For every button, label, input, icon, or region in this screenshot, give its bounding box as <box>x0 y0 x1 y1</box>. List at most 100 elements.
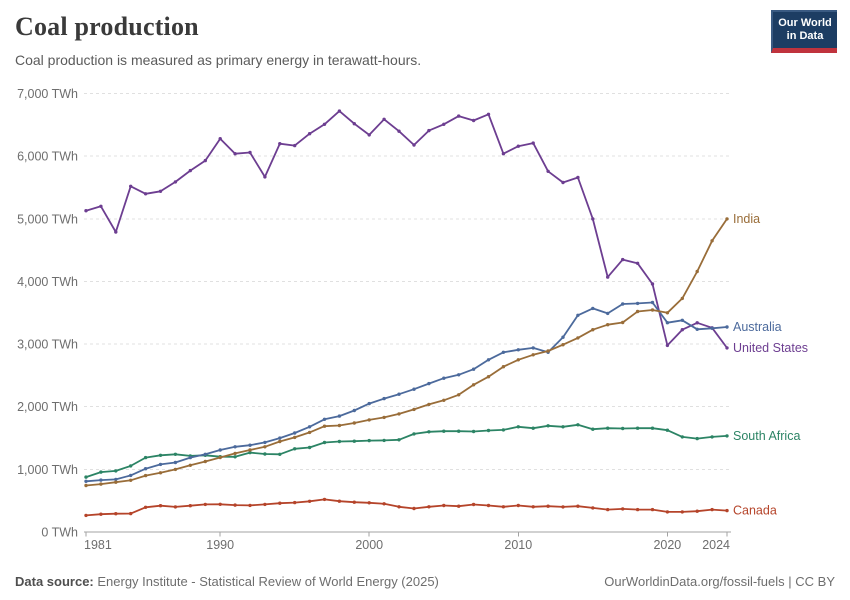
series-point-india[interactable] <box>621 320 625 325</box>
series-point-united-states[interactable] <box>99 204 103 208</box>
series-point-australia[interactable] <box>591 306 595 311</box>
series-point-india[interactable] <box>635 309 640 314</box>
series-point-india[interactable] <box>352 421 356 425</box>
series-point-australia[interactable] <box>621 302 625 306</box>
series-point-australia[interactable] <box>173 460 178 465</box>
series-point-united-states[interactable] <box>382 117 386 122</box>
series-point-india[interactable] <box>173 467 178 472</box>
series-line-australia[interactable] <box>85 301 728 483</box>
series-point-india[interactable] <box>188 463 192 467</box>
series-point-australia[interactable] <box>471 367 476 371</box>
series-point-india[interactable] <box>203 459 207 464</box>
series-point-south-africa[interactable] <box>606 426 610 430</box>
series-point-india[interactable] <box>486 375 491 379</box>
series-point-australia[interactable] <box>322 417 327 421</box>
series-point-canada[interactable] <box>143 505 148 509</box>
series-point-india[interactable] <box>129 478 133 482</box>
series-point-india[interactable] <box>397 412 401 416</box>
series-point-canada[interactable] <box>129 511 133 516</box>
series-point-india[interactable] <box>665 311 670 315</box>
series-point-united-states[interactable] <box>129 184 133 188</box>
series-point-south-africa[interactable] <box>158 453 163 457</box>
owid-logo[interactable]: Our World in Data <box>771 10 837 53</box>
series-point-india[interactable] <box>442 398 446 402</box>
series-point-united-states[interactable] <box>725 346 729 350</box>
series-point-south-africa[interactable] <box>114 469 118 473</box>
series-point-south-africa[interactable] <box>442 429 446 433</box>
series-point-canada[interactable] <box>710 507 714 512</box>
series-point-united-states[interactable] <box>561 180 565 185</box>
series-point-canada[interactable] <box>561 505 565 509</box>
series-point-united-states[interactable] <box>621 257 625 262</box>
series-point-canada[interactable] <box>516 503 520 508</box>
series-point-australia[interactable] <box>635 301 640 306</box>
series-point-canada[interactable] <box>427 505 431 509</box>
series-point-united-states[interactable] <box>233 152 237 156</box>
series-point-india[interactable] <box>546 349 550 353</box>
series-point-australia[interactable] <box>427 381 431 386</box>
series-point-australia[interactable] <box>501 350 506 354</box>
series-point-south-africa[interactable] <box>337 439 342 444</box>
series-point-united-states[interactable] <box>158 189 163 193</box>
series-point-canada[interactable] <box>188 504 192 508</box>
series-point-india[interactable] <box>99 482 103 486</box>
series-point-united-states[interactable] <box>188 168 192 173</box>
series-point-canada[interactable] <box>367 501 371 505</box>
series-point-india[interactable] <box>710 239 714 243</box>
series-point-australia[interactable] <box>248 443 252 447</box>
series-point-united-states[interactable] <box>248 150 252 155</box>
series-point-south-africa[interactable] <box>516 425 520 429</box>
series-point-united-states[interactable] <box>352 122 356 126</box>
series-point-south-africa[interactable] <box>412 432 416 436</box>
series-point-india[interactable] <box>278 439 282 444</box>
series-point-united-states[interactable] <box>501 152 506 156</box>
series-point-south-africa[interactable] <box>457 429 461 433</box>
series-point-india[interactable] <box>501 365 506 369</box>
series-point-south-africa[interactable] <box>307 445 312 450</box>
series-point-india[interactable] <box>248 448 252 452</box>
series-point-india[interactable] <box>516 358 520 362</box>
series-point-united-states[interactable] <box>516 144 520 148</box>
series-line-india[interactable] <box>85 217 728 487</box>
series-point-united-states[interactable] <box>143 192 148 196</box>
series-point-south-africa[interactable] <box>635 426 640 430</box>
series-point-united-states[interactable] <box>427 128 431 133</box>
series-point-india[interactable] <box>293 435 297 440</box>
series-point-united-states[interactable] <box>337 109 342 113</box>
series-point-united-states[interactable] <box>307 132 312 136</box>
series-point-south-africa[interactable] <box>621 426 625 431</box>
series-point-australia[interactable] <box>218 448 222 452</box>
series-point-australia[interactable] <box>188 455 192 460</box>
series-point-united-states[interactable] <box>635 261 640 265</box>
series-line-canada[interactable] <box>85 498 728 517</box>
series-point-united-states[interactable] <box>680 328 684 332</box>
series-label-united-states[interactable]: United States <box>733 341 808 355</box>
series-point-united-states[interactable] <box>203 158 207 163</box>
series-point-australia[interactable] <box>158 462 163 467</box>
series-point-australia[interactable] <box>397 392 401 396</box>
series-point-australia[interactable] <box>606 311 610 316</box>
series-point-canada[interactable] <box>635 507 640 512</box>
series-point-canada[interactable] <box>114 512 118 516</box>
series-point-canada[interactable] <box>293 500 297 505</box>
series-point-united-states[interactable] <box>591 217 595 221</box>
series-point-canada[interactable] <box>218 502 222 506</box>
series-point-south-africa[interactable] <box>680 435 684 439</box>
series-point-india[interactable] <box>591 328 595 332</box>
series-point-south-africa[interactable] <box>278 452 282 456</box>
series-point-south-africa[interactable] <box>725 434 729 438</box>
series-label-south-africa[interactable]: South Africa <box>733 429 800 443</box>
series-point-canada[interactable] <box>84 513 88 518</box>
series-point-india[interactable] <box>84 483 88 488</box>
series-point-australia[interactable] <box>367 401 371 406</box>
series-point-united-states[interactable] <box>442 122 446 127</box>
series-point-united-states[interactable] <box>546 169 550 173</box>
series-point-australia[interactable] <box>203 452 207 456</box>
series-point-united-states[interactable] <box>576 175 580 180</box>
series-point-south-africa[interactable] <box>143 455 148 460</box>
series-point-south-africa[interactable] <box>293 447 297 451</box>
series-point-united-states[interactable] <box>412 143 416 147</box>
series-point-india[interactable] <box>695 269 699 274</box>
series-point-australia[interactable] <box>516 348 520 352</box>
